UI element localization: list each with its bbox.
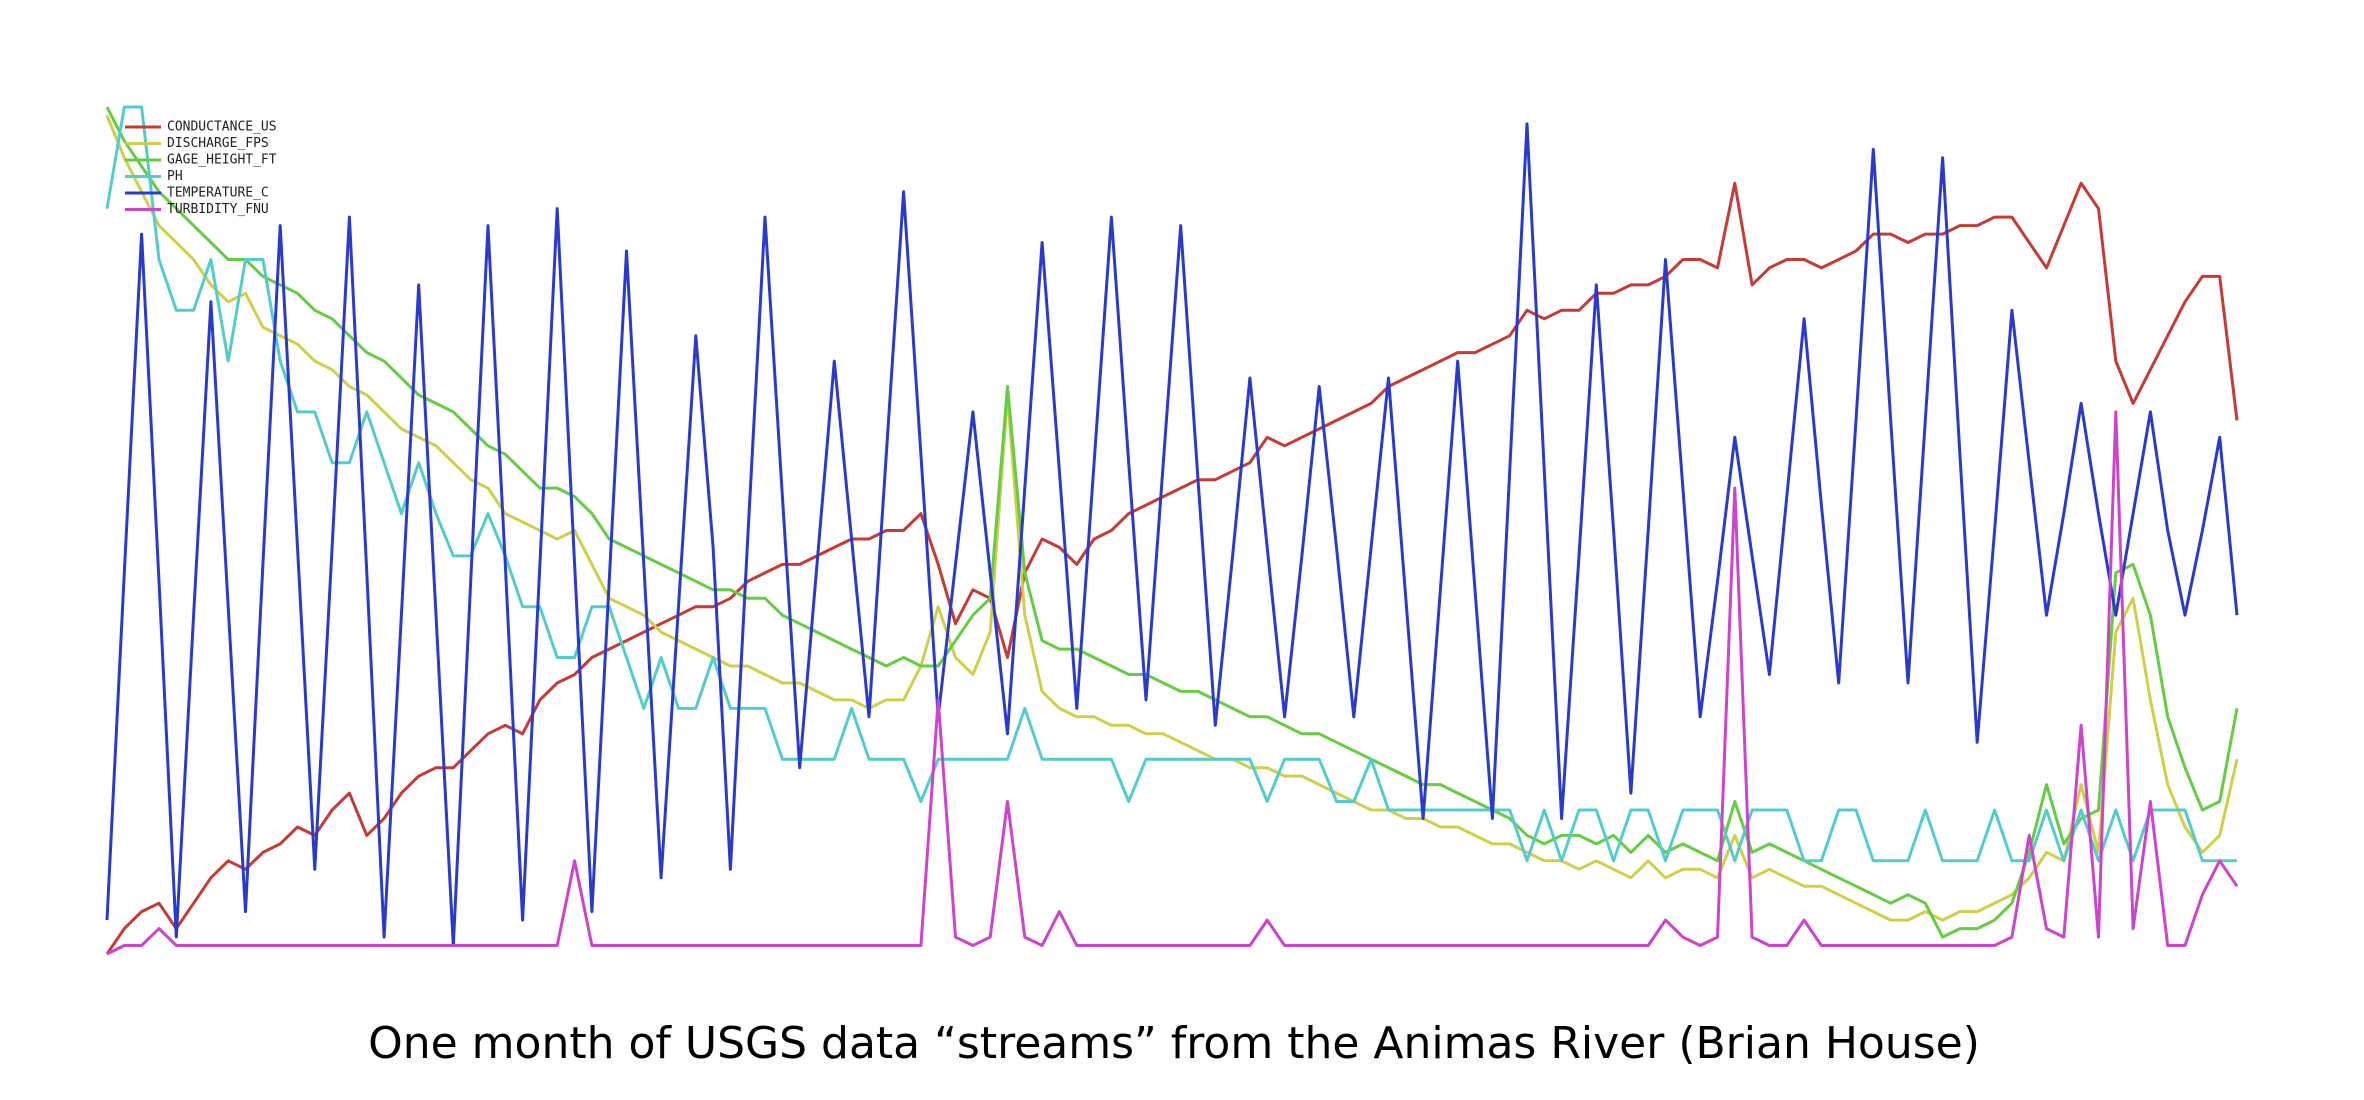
series-line xyxy=(105,114,2239,922)
legend-label: GAGE_HEIGHT_FT xyxy=(167,153,277,168)
legend-label: DISCHARGE_FPS xyxy=(167,136,269,151)
legend-label: CONDUCTANCE_US xyxy=(167,120,277,135)
legend-label: TURBIDITY_FNU xyxy=(167,202,269,217)
series-line xyxy=(105,105,2237,863)
series-line xyxy=(105,181,2239,955)
legend-label: TEMPERATURE_C xyxy=(167,186,269,201)
series-line xyxy=(105,106,2239,939)
legend-label: PH xyxy=(167,169,183,184)
series-line xyxy=(105,122,2239,947)
series-line xyxy=(106,410,2239,956)
chart-title: One month of USGS data “streams” from th… xyxy=(368,1018,1980,1069)
